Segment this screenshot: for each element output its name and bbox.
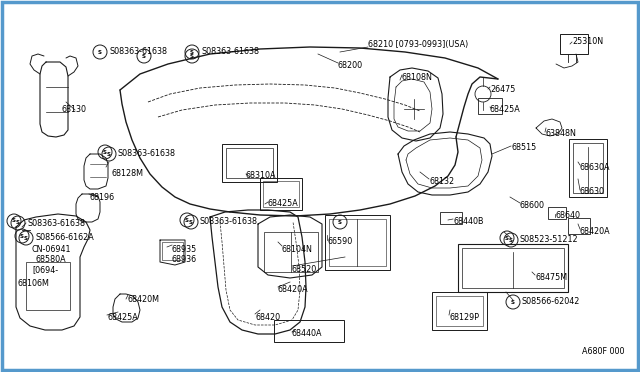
Text: S: S — [190, 54, 194, 58]
Text: CN-06941: CN-06941 — [32, 246, 72, 254]
Bar — [264, 232, 318, 272]
Text: 68475M: 68475M — [535, 273, 567, 282]
Text: 68128M: 68128M — [112, 170, 144, 179]
Text: S08363-61638: S08363-61638 — [200, 218, 258, 227]
Bar — [462, 248, 564, 288]
Text: 68515: 68515 — [511, 144, 536, 153]
Bar — [568, 218, 590, 234]
Text: 68425A: 68425A — [268, 199, 299, 208]
Bar — [274, 320, 344, 342]
Text: 68420: 68420 — [255, 312, 280, 321]
Text: 68425A: 68425A — [490, 105, 521, 113]
Text: S: S — [20, 234, 24, 238]
Text: S08523-51212: S08523-51212 — [520, 235, 579, 244]
Text: 68210 [0793-0993](USA): 68210 [0793-0993](USA) — [368, 39, 468, 48]
Text: S08566-6162A: S08566-6162A — [35, 234, 93, 243]
Text: 68630: 68630 — [580, 187, 605, 196]
Text: S: S — [98, 49, 102, 55]
Text: [0694-: [0694- — [32, 266, 58, 275]
Text: 68108N: 68108N — [402, 73, 433, 81]
Bar — [329, 219, 386, 266]
Text: S08363-61638: S08363-61638 — [27, 218, 85, 228]
Bar — [260, 178, 302, 210]
Text: 68580A: 68580A — [35, 256, 66, 264]
Text: 26475: 26475 — [490, 84, 515, 93]
Text: S: S — [107, 151, 111, 157]
Bar — [222, 144, 277, 182]
Bar — [325, 215, 390, 270]
Text: 66590: 66590 — [327, 237, 352, 247]
Text: 68310A: 68310A — [246, 171, 276, 180]
Text: S08566-62042: S08566-62042 — [522, 298, 580, 307]
Bar — [478, 98, 502, 114]
Text: 68936: 68936 — [172, 254, 197, 263]
Text: 68129P: 68129P — [449, 312, 479, 321]
Text: 25310N: 25310N — [572, 38, 603, 46]
Text: S: S — [190, 49, 194, 55]
Text: S: S — [511, 299, 515, 305]
Text: S: S — [16, 221, 20, 225]
Text: S: S — [103, 150, 107, 154]
Bar — [263, 181, 299, 207]
Bar — [573, 143, 603, 193]
Bar — [569, 139, 607, 197]
Text: S08363-61638: S08363-61638 — [201, 48, 259, 57]
Bar — [548, 207, 566, 219]
Bar — [436, 296, 483, 326]
Text: S08363-61638: S08363-61638 — [109, 48, 167, 57]
Text: 68104N: 68104N — [282, 244, 313, 253]
Text: S: S — [142, 54, 146, 58]
Bar — [226, 148, 273, 178]
Text: 68440A: 68440A — [292, 330, 323, 339]
Bar — [162, 242, 183, 260]
Text: 68520: 68520 — [292, 264, 317, 273]
Text: 63848N: 63848N — [545, 129, 576, 138]
Bar — [458, 244, 568, 292]
Text: S: S — [185, 218, 189, 222]
Text: 68106M: 68106M — [18, 279, 50, 289]
Text: 68200: 68200 — [338, 61, 363, 70]
Text: 68630A: 68630A — [580, 163, 611, 171]
Text: 68935: 68935 — [172, 244, 197, 253]
Text: 68196: 68196 — [89, 192, 114, 202]
Text: S: S — [24, 235, 28, 241]
Text: S: S — [338, 219, 342, 224]
Text: S: S — [509, 237, 513, 243]
Text: S: S — [12, 218, 16, 224]
Text: 68130: 68130 — [62, 106, 87, 115]
Text: S: S — [189, 219, 193, 224]
Text: A680F 000: A680F 000 — [582, 347, 625, 356]
Bar — [432, 292, 487, 330]
Text: 68420A: 68420A — [278, 285, 308, 295]
Text: 68440B: 68440B — [453, 217, 483, 225]
Bar — [26, 262, 70, 310]
Bar — [440, 212, 462, 224]
Text: 68600: 68600 — [520, 201, 545, 209]
Text: 68132: 68132 — [429, 176, 454, 186]
Text: S: S — [505, 235, 509, 241]
Text: 68420A: 68420A — [580, 227, 611, 235]
Text: S08363-61638: S08363-61638 — [118, 150, 176, 158]
Bar — [560, 34, 588, 54]
Text: 68420M: 68420M — [128, 295, 160, 304]
Text: 68425A: 68425A — [107, 314, 138, 323]
Text: 68640: 68640 — [555, 212, 580, 221]
